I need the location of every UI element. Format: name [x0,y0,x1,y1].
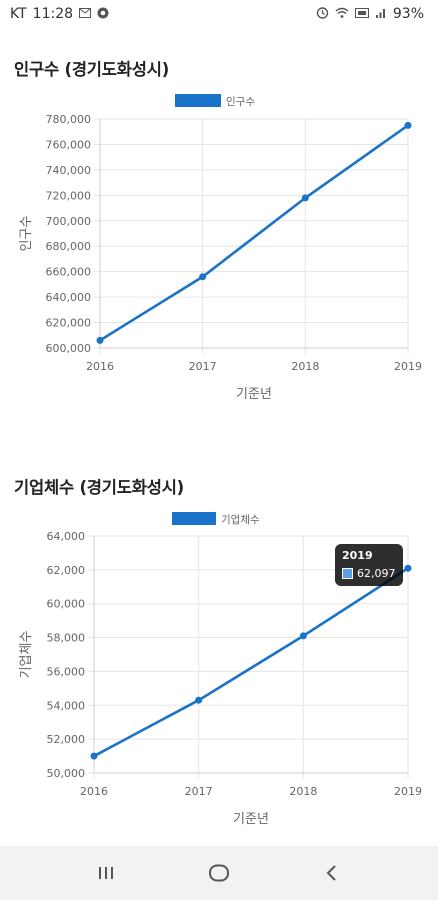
signal-icon [375,7,387,22]
status-left: KT 11:28 [10,6,109,22]
y-tick-label: 600,000 [46,342,92,355]
legend-label: 인구수 [226,96,255,108]
data-point [199,273,207,281]
back-button[interactable] [310,853,354,893]
population-line-chart: 인구수 780,000 760,000 740,000 720,000 700,000 68… [19,94,422,402]
y-tick-label: 50,000 [47,767,86,780]
tooltip-title: 2019 [342,549,373,562]
legend-swatch [172,512,216,525]
legend-label: 기업체수 [221,513,260,526]
data-point [404,564,412,572]
y-tick-label: 760,000 [46,138,92,151]
y-tick-label: 52,000 [47,733,86,746]
tooltip-row: 62,097 [342,567,396,580]
data-point [96,336,104,344]
chart-1-title: 인구수 (경기도화성시) [14,60,170,79]
app-notification-icon [97,7,109,22]
y-tick-label: 700,000 [46,215,92,228]
alarm-icon [316,6,329,22]
y-tick-label: 62,000 [47,564,86,577]
y-axis-title: 기업체수 [19,631,34,679]
y-tick-label: 660,000 [46,266,92,279]
y-tick-label: 64,000 [47,530,86,543]
data-tooltip: 2019 62,097 [335,544,403,586]
home-icon [208,864,229,882]
y-tick-label: 780,000 [46,113,92,126]
x-tick-label: 2016 [80,785,108,798]
x-tick-label: 2017 [185,785,213,798]
x-tick-label: 2018 [289,785,317,798]
recent-apps-icon [99,867,114,879]
series-line [93,567,409,758]
data-point [301,194,309,202]
y-tick-label: 640,000 [46,291,92,304]
y-tick-label: 58,000 [47,632,86,645]
data-point [404,121,412,129]
navigation-bar [0,846,438,900]
wifi-icon [335,7,349,22]
business-count-line-chart: 기업체수 64,000 62,000 60,000 58,000 56,000 54,000… [19,512,422,827]
battery-percent: 93% [392,6,424,22]
data-point [195,696,203,704]
data-point [90,752,98,760]
x-tick-label: 2019 [394,360,422,373]
status-right: 93% [316,6,424,22]
chart-2-title: 기업체수 (경기도화성시) [14,478,185,497]
x-tick-label: 2017 [189,360,217,373]
x-tick-label: 2016 [86,360,114,373]
tooltip-value: 62,097 [357,567,396,580]
y-tick-label: 620,000 [46,317,92,330]
back-icon [326,865,336,881]
y-tick-label: 56,000 [47,665,86,678]
data-point [299,632,307,640]
x-axis-title: 기준년 [236,387,272,402]
x-tick-label: 2018 [291,360,319,373]
volte-icon [354,7,369,21]
y-tick-label: 740,000 [46,164,92,177]
recent-apps-button[interactable] [84,853,128,893]
y-tick-label: 54,000 [47,699,86,712]
home-button[interactable] [197,853,241,893]
carrier-label: KT [10,6,27,22]
legend-swatch [175,94,221,107]
y-axis-title: 인구수 [19,216,34,252]
y-tick-label: 60,000 [47,598,86,611]
status-bar: KT 11:28 93% [0,0,438,28]
x-axis-title: 기준년 [233,812,269,827]
y-tick-label: 720,000 [46,189,92,202]
tooltip-swatch [342,568,353,579]
clock: 11:28 [32,6,74,22]
gmail-icon [79,7,92,21]
y-tick-label: 680,000 [46,240,92,253]
series-line [99,124,409,342]
x-tick-label: 2019 [394,785,422,798]
